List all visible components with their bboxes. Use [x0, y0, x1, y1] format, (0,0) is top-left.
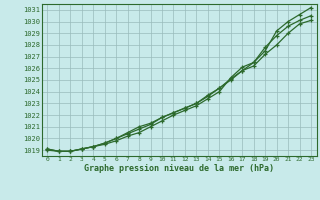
X-axis label: Graphe pression niveau de la mer (hPa): Graphe pression niveau de la mer (hPa) [84, 164, 274, 173]
